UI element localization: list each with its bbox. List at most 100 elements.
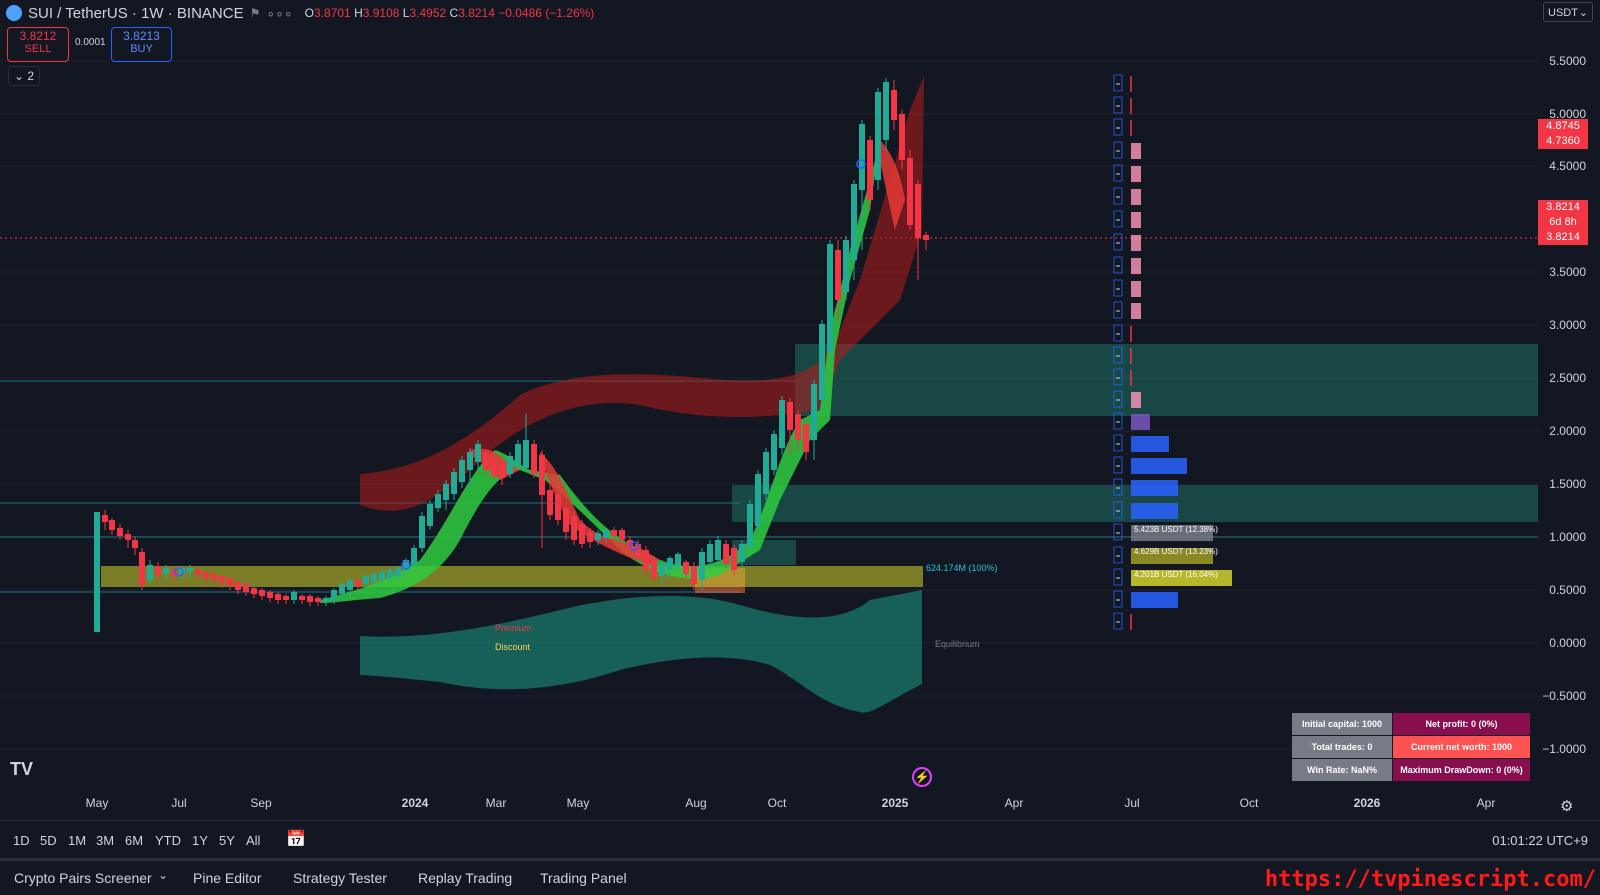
candle-body — [531, 444, 537, 474]
lightning-icon[interactable]: ⚡ — [912, 767, 932, 787]
clock[interactable]: 01:01:22 UTC+9 — [1492, 833, 1588, 848]
sell-price: 3.8212 — [19, 29, 57, 43]
tab-strategy-tester[interactable]: Strategy Tester — [293, 870, 387, 886]
vp-row-marker — [1113, 346, 1123, 364]
tab-trading-panel[interactable]: Trading Panel — [540, 870, 627, 886]
candle-body — [899, 114, 905, 160]
price-scale-label: −1.0000 — [1542, 742, 1586, 756]
candle-body — [283, 596, 289, 600]
symbol-title[interactable]: SUI / TetherUS · 1W · BINANCE — [28, 4, 244, 22]
more-icon[interactable]: ∘∘∘ — [266, 4, 293, 21]
candle-body — [291, 592, 297, 600]
candle-body — [379, 572, 385, 580]
volume-profile-label: 4.201B USDT (16.04%) — [1134, 570, 1218, 579]
timeframe-all[interactable]: All — [246, 833, 261, 848]
tab-replay-trading[interactable]: Replay Trading — [418, 870, 513, 886]
chart-header: SUI / TetherUS · 1W · BINANCE ⚑ ∘∘∘ O3.8… — [6, 2, 594, 24]
timeframe-1m[interactable]: 1M — [68, 833, 87, 848]
candle-body — [835, 250, 841, 300]
vp-bar — [1131, 303, 1141, 319]
candle-body — [299, 596, 305, 600]
vp-bar — [1131, 436, 1169, 452]
calendar-icon[interactable]: 📅 — [286, 831, 306, 848]
candle-body — [547, 490, 553, 515]
timeframe-ytd[interactable]: YTD — [155, 833, 181, 848]
indicators-collapse-button[interactable]: ⌄ 2 — [8, 66, 40, 86]
candle-body — [883, 82, 889, 140]
vp-row-marker — [1113, 210, 1123, 228]
buy-button[interactable]: 3.8213 BUY — [111, 27, 172, 62]
candle-body — [795, 414, 801, 440]
vp-row-marker — [1113, 187, 1123, 205]
vp-bar — [1131, 480, 1178, 496]
tab-pine-editor[interactable]: Pine Editor — [193, 870, 262, 886]
candle-body — [659, 564, 665, 576]
watermark-url: https://tvpinescript.com/ — [1264, 867, 1596, 892]
vp-row-marker — [1113, 590, 1123, 608]
chevron-down-icon[interactable]: ⌄ — [158, 868, 169, 882]
vp-bar — [1131, 212, 1141, 228]
candle-body — [387, 570, 393, 578]
candle-body — [819, 324, 825, 400]
settings-gear-icon[interactable]: ⚙ — [1560, 798, 1574, 815]
candle-body — [219, 576, 225, 583]
candle-body — [571, 516, 577, 540]
candle-body — [803, 424, 809, 452]
currency-select[interactable]: USDT ⌄ — [1543, 2, 1593, 22]
vp-row-marker — [1113, 279, 1123, 297]
candle-body — [187, 568, 193, 572]
candle-body — [755, 474, 761, 526]
candle-body — [267, 592, 273, 598]
candle-body — [771, 434, 777, 470]
flag-icon[interactable]: ⚑ — [249, 6, 261, 20]
price-scale-label: 3.5000 — [1549, 265, 1586, 279]
vp-row-marker — [1113, 233, 1123, 251]
vp-bar — [1131, 235, 1141, 251]
buy-price: 3.8213 — [123, 29, 160, 43]
sell-label: SELL — [24, 43, 52, 55]
price-scale-label: 3.0000 — [1549, 318, 1586, 332]
candle-body — [227, 578, 233, 586]
timeframe-1y[interactable]: 1Y — [192, 833, 208, 848]
candle-body — [707, 544, 713, 562]
timeframe-5y[interactable]: 5Y — [219, 833, 235, 848]
tradingview-logo[interactable]: TV — [10, 759, 34, 779]
candle-body — [443, 484, 449, 500]
currency-label: USDT — [1548, 7, 1578, 19]
candle-body — [259, 590, 265, 596]
candle-body — [467, 452, 473, 470]
vp-row-marker — [1113, 118, 1123, 136]
symbol-logo-icon[interactable] — [6, 5, 22, 21]
candle-body — [339, 584, 345, 594]
vp-row-marker — [1113, 301, 1123, 319]
vp-row-marker — [1113, 164, 1123, 182]
sell-button[interactable]: 3.8212 SELL — [7, 27, 69, 62]
vp-bar — [1131, 281, 1141, 297]
timeframe-bar — [0, 820, 1600, 851]
chevron-down-icon: ⌄ — [13, 69, 25, 83]
candle-body — [739, 544, 745, 562]
indicators-count: 2 — [27, 69, 35, 83]
price-chart[interactable] — [0, 0, 1538, 790]
tab-crypto-pairs-screener[interactable]: Crypto Pairs Screener — [14, 870, 152, 886]
price-tag-current: 3.8214 6d 8h 3.8214 — [1538, 200, 1588, 245]
time-axis-label: Oct — [1239, 796, 1259, 810]
time-axis-label: Jul — [1124, 796, 1140, 810]
candle-body — [102, 515, 108, 522]
timeframe-1d[interactable]: 1D — [13, 833, 30, 848]
candle-body — [94, 512, 100, 632]
total-trades: Total trades: 0 — [1292, 736, 1392, 758]
net-profit: Net profit: 0 (0%) — [1393, 713, 1530, 735]
price-scale[interactable]: 5.5000 5.0000 4.5000 3.5000 3.0000 2.5000 2.00… — [1538, 0, 1600, 790]
timeframe-6m[interactable]: 6M — [125, 833, 144, 848]
candle-body — [843, 240, 849, 292]
timeframe-3m[interactable]: 3M — [96, 833, 115, 848]
candle-body — [355, 580, 361, 586]
candle-body — [251, 588, 257, 594]
bottom-panel-bar — [0, 858, 1600, 895]
candle-body — [315, 598, 321, 602]
chevron-down-icon: ⌄ — [1578, 7, 1588, 19]
timeframe-5d[interactable]: 5D — [40, 833, 57, 848]
candle-body — [419, 516, 425, 548]
candle-body — [915, 184, 921, 238]
